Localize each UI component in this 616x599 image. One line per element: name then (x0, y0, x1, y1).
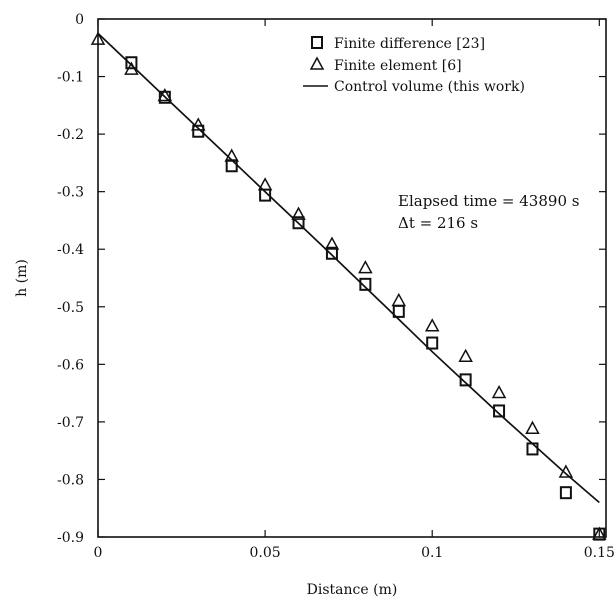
point-finite-element (391, 292, 407, 307)
point-finite-difference (559, 486, 572, 500)
point-finite-element (558, 464, 574, 478)
point-finite-difference (192, 124, 205, 138)
point-finite-difference (359, 277, 372, 291)
legend-triangle-marker (309, 56, 325, 70)
legend-label-finite-element: Finite element [6] (334, 58, 462, 74)
point-finite-element (592, 526, 607, 540)
y-axis-label: h (m) (14, 259, 30, 297)
x-tick-label: 0.05 (250, 545, 281, 561)
point-finite-element (525, 420, 540, 434)
point-finite-element (257, 177, 273, 191)
point-finite-element (90, 31, 106, 45)
y-tick-label: -0.2 (57, 127, 84, 143)
y-tick-label: -0.4 (57, 242, 84, 258)
point-finite-difference (325, 246, 338, 260)
y-tick-label: -0.6 (57, 357, 84, 373)
x-axis-label: Distance (m) (307, 582, 398, 598)
x-tick-label: 0.15 (584, 545, 615, 561)
y-tick-label: -0.1 (57, 70, 84, 86)
point-finite-difference (292, 216, 305, 230)
y-tick-label: 0 (75, 12, 84, 28)
point-finite-element (291, 206, 306, 220)
legend-square-marker (311, 36, 323, 49)
legend: Finite difference [23] Finite element [6… (303, 36, 525, 95)
y-tick-label: -0.8 (57, 472, 84, 488)
point-finite-difference (526, 442, 539, 456)
x-tick-label: 0 (94, 545, 103, 561)
point-finite-difference (125, 56, 138, 70)
y-axis-ticks: 0 -0.1 -0.2 -0.3 -0.4 -0.5 -0.6 -0.7 -0.8 -0.9 (57, 12, 606, 546)
y-tick-label: -0.3 (57, 185, 84, 201)
x-tick-label: 0.1 (421, 545, 443, 561)
annotation-time-step: Δt = 216 s (398, 214, 478, 232)
point-finite-element (324, 236, 340, 250)
series-line-control-volume (97, 32, 600, 504)
legend-label-control-volume: Control volume (this work) (334, 79, 525, 95)
point-finite-difference (225, 159, 238, 173)
data-marks (90, 31, 607, 541)
y-tick-label: -0.9 (57, 530, 84, 546)
point-finite-element (491, 384, 507, 399)
plot-frame (97, 18, 607, 538)
y-tick-label: -0.5 (57, 300, 84, 316)
point-finite-difference (459, 373, 472, 387)
y-tick-label: -0.7 (57, 415, 84, 431)
point-finite-element (358, 260, 373, 274)
point-finite-element (458, 348, 473, 363)
point-finite-element (424, 318, 440, 332)
legend-label-finite-difference: Finite difference [23] (334, 36, 485, 52)
point-finite-difference (426, 336, 439, 350)
x-axis-ticks: 0 0.05 0.1 0.15 (94, 19, 615, 561)
annotation-elapsed-time: Elapsed time = 43890 s (398, 192, 579, 210)
point-finite-difference (493, 404, 506, 418)
